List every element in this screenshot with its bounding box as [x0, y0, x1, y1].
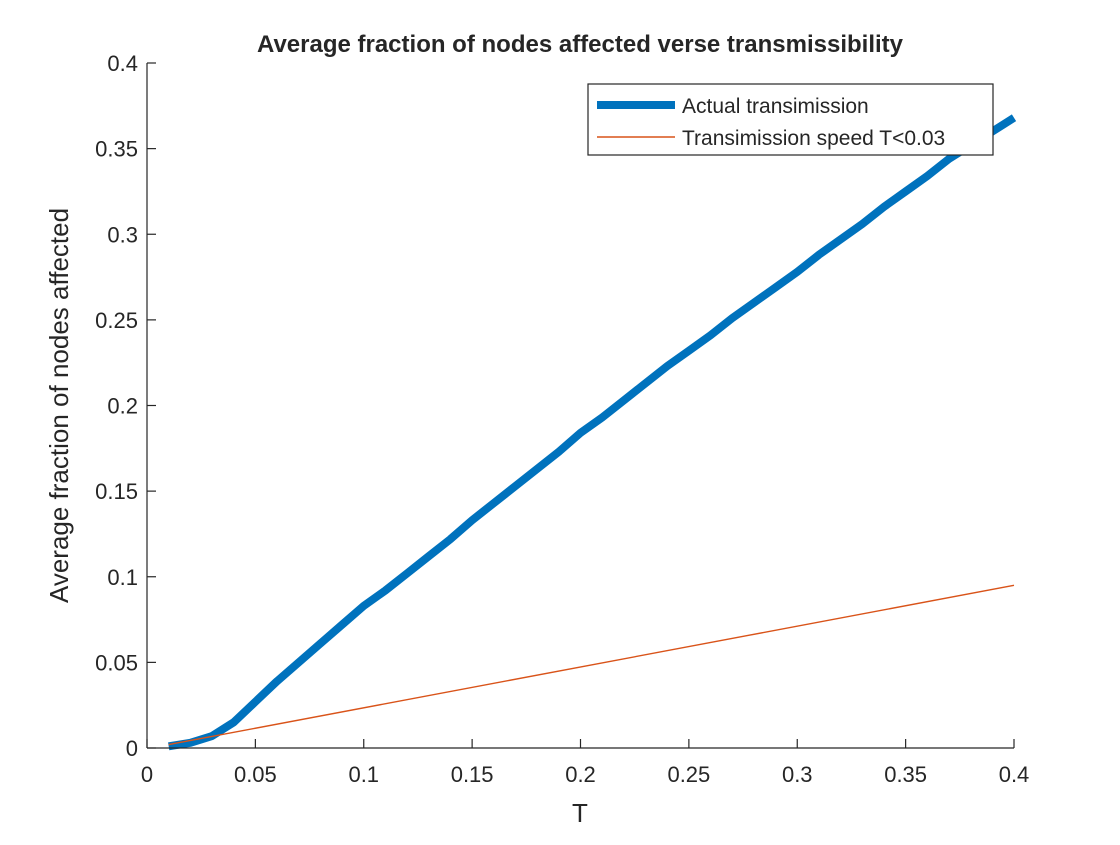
y-tick-label: 0.4 — [107, 51, 138, 76]
x-axis-label: T — [572, 798, 588, 828]
x-tick-label: 0 — [141, 762, 153, 787]
legend: Actual transimission Transimission speed … — [587, 83, 994, 156]
series-layer — [168, 114, 1017, 751]
x-tick-label: 0.2 — [565, 762, 596, 787]
x-tick-label: 0.4 — [999, 762, 1030, 787]
legend-box — [587, 83, 994, 156]
x-tick-label: 0.3 — [782, 762, 813, 787]
chart-title: Average fraction of nodes affected verse… — [257, 31, 904, 58]
y-tick-label: 0 — [126, 736, 138, 761]
x-tick-label: 0.05 — [234, 762, 277, 787]
plot-area — [147, 63, 1014, 748]
x-tick-label: 0.15 — [451, 762, 494, 787]
y-tick-label: 0.05 — [95, 650, 138, 675]
legend-label-2: Transimission speed T<0.03 — [682, 127, 945, 150]
x-tick-label: 0.25 — [667, 762, 710, 787]
x-tick-label: 0.1 — [348, 762, 379, 787]
y-tick-label: 0.1 — [107, 565, 138, 590]
y-tick-label: 0.15 — [95, 479, 138, 504]
axes-layer: 0 0.05 0.1 0.15 0.2 0.25 0.3 0.35 0.4 0 0.05 0.1 0.1… — [95, 51, 1029, 787]
legend-label-1: Actual transimission — [682, 95, 869, 118]
y-tick-label: 0.35 — [95, 137, 138, 162]
x-tick-label: 0.35 — [884, 762, 927, 787]
y-tick-label: 0.3 — [107, 222, 138, 247]
series-line-2 — [168, 584, 1015, 746]
y-tick-label: 0.25 — [95, 308, 138, 333]
y-axis-label: Average fraction of nodes affected — [44, 208, 74, 603]
plot-background — [147, 63, 1014, 748]
series-line-1 — [168, 114, 1017, 751]
y-tick-label: 0.2 — [107, 394, 138, 419]
